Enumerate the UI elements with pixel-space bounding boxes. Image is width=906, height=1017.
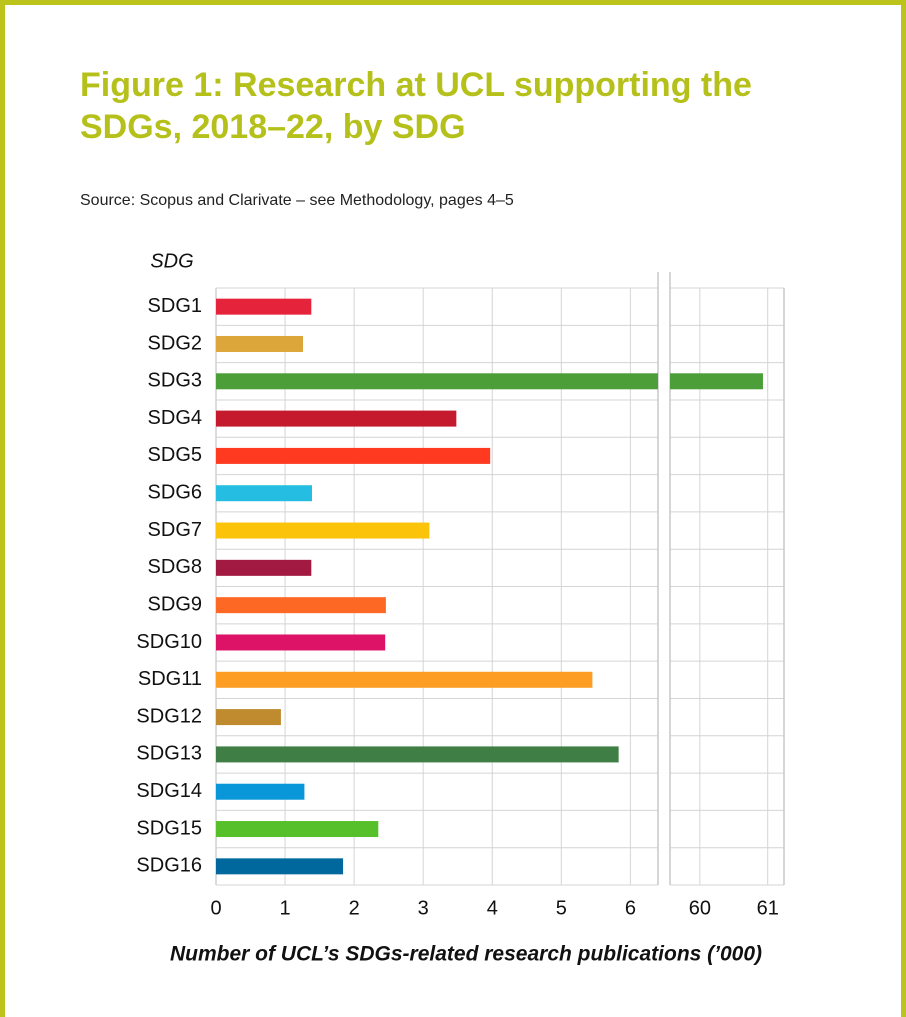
bar: [216, 634, 386, 651]
bar: [216, 335, 304, 352]
y-tick-label: SDG4: [148, 407, 202, 429]
y-tick-label: SDG8: [148, 556, 202, 578]
y-tick-label: SDG3: [148, 370, 202, 392]
bar: [216, 522, 430, 539]
y-tick-label: SDG11: [138, 668, 202, 690]
bar: [216, 821, 379, 838]
y-tick-label: SDG5: [148, 444, 202, 466]
x-tick-label: 1: [280, 897, 291, 919]
y-tick-label: SDG9: [148, 593, 202, 615]
chart-title: Figure 1: Research at UCL supporting the…: [80, 66, 752, 146]
y-axis-title: SDG: [150, 250, 193, 272]
x-tick-label: 60: [689, 897, 711, 919]
y-tick-label: SDG13: [136, 743, 202, 765]
y-tick-label: SDG1: [148, 295, 202, 317]
y-tick-label: SDG15: [136, 817, 202, 839]
y-tick-label: SDG7: [148, 519, 202, 541]
x-tick-label: 4: [487, 897, 498, 919]
y-tick-label: SDG12: [136, 705, 202, 727]
x-tick-label: 6: [625, 897, 636, 919]
bar: [216, 597, 386, 614]
x-axis-title: Number of UCL’s SDGs-related research pu…: [170, 943, 762, 966]
bar: [216, 559, 312, 576]
bar: [216, 709, 281, 726]
bar: [216, 485, 312, 502]
source-note: Source: Scopus and Clarivate – see Metho…: [80, 192, 514, 209]
bar: [216, 298, 312, 315]
bar: [216, 783, 305, 800]
bar: [670, 373, 763, 390]
x-tick-label: 3: [418, 897, 429, 919]
bar: [216, 858, 344, 875]
bar: [216, 410, 457, 427]
x-tick-label: 2: [349, 897, 360, 919]
bar: [216, 671, 593, 688]
x-tick-label: 0: [210, 897, 221, 919]
y-tick-label: SDG16: [136, 855, 202, 877]
y-tick-label: SDG6: [148, 482, 202, 504]
bar: [216, 373, 658, 390]
x-tick-label: 5: [556, 897, 567, 919]
y-tick-label: SDG10: [136, 631, 202, 653]
y-tick-label: SDG14: [136, 780, 202, 802]
x-tick-label: 61: [757, 897, 779, 919]
y-tick-label: SDG2: [148, 332, 202, 354]
bar: [216, 746, 619, 763]
bar: [216, 447, 491, 464]
